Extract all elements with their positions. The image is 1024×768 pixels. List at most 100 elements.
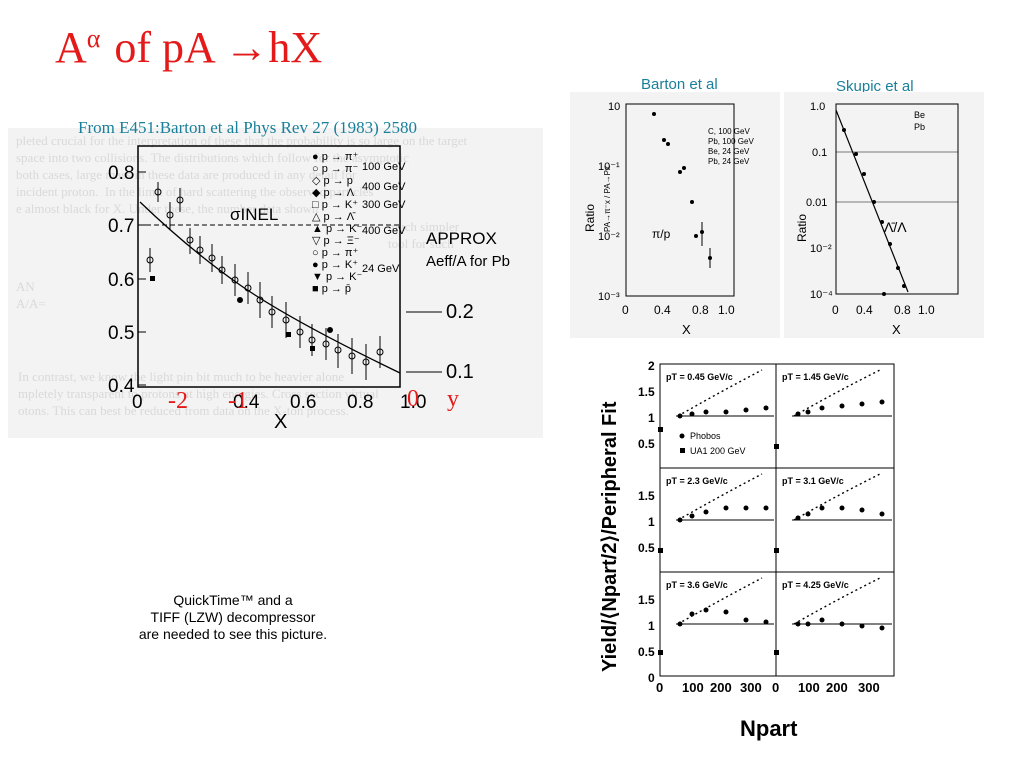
alpha-legend: ● p → π⁺ ○ p → π⁻ ◇ p → p ◆ p → Λ □ p → … <box>312 151 406 295</box>
svg-text:300: 300 <box>858 680 880 695</box>
right-mark-0: 0.2 <box>446 301 474 323</box>
svg-text:pT = 4.25 GeV/c: pT = 4.25 GeV/c <box>782 580 849 590</box>
svg-text:△ p → Λ̄: △ p → Λ̄ <box>312 211 356 223</box>
svg-text:100: 100 <box>798 680 820 695</box>
aeff-label: Aeff/A for Pb <box>426 253 510 270</box>
skupic-ytick-0: 1.0 <box>810 101 825 113</box>
svg-text:▼ p → K⁻: ▼ p → K⁻ <box>312 271 363 283</box>
right-mark-1: 0.1 <box>446 361 474 383</box>
svg-text:0.5: 0.5 <box>638 437 655 451</box>
svg-text:Be: Be <box>914 110 925 120</box>
alpha-xtick-3: 0.6 <box>290 392 316 413</box>
legend-energy-4: 24 GeV <box>362 263 400 275</box>
barton-xlabel: X <box>682 322 691 337</box>
barton-ytick-4: 10⁻³ <box>598 291 620 303</box>
svg-text:○ p → π⁻: ○ p → π⁻ <box>312 163 359 175</box>
alpha-vs-x-chart: 0.8 0.7 0.6 0.5 0.4 0 0.4 0.6 0.8 1.0 X … <box>108 145 510 430</box>
barton-xtick-0: 0 <box>622 303 629 317</box>
alpha-ytick-0: 0.8 <box>108 163 134 184</box>
skupic-xtick-2: 0.8 <box>894 303 911 317</box>
phobos-legend: Phobos UA1 200 GeV <box>679 431 746 456</box>
svg-text:Pb, 100 GeV: Pb, 100 GeV <box>708 137 754 146</box>
svg-text:pT = 1.45 GeV/c: pT = 1.45 GeV/c <box>782 372 849 382</box>
svg-text:pT = 2.3 GeV/c: pT = 2.3 GeV/c <box>666 476 728 486</box>
skupic-legend: Be Pb <box>914 110 925 132</box>
alpha-ytick-3: 0.5 <box>108 323 134 344</box>
svg-text:Pb, 24 GeV: Pb, 24 GeV <box>708 157 750 166</box>
barton-xtick-2: 0.8 <box>692 303 709 317</box>
skupic-points <box>842 128 906 296</box>
svg-text:0.5: 0.5 <box>638 645 655 659</box>
svg-text:1.5: 1.5 <box>638 385 655 399</box>
svg-text:1.5: 1.5 <box>638 593 655 607</box>
svg-text:■ p → p̄: ■ p → p̄ <box>312 283 351 295</box>
legend-energy-3: 400 GeV <box>362 225 406 237</box>
svg-text:◆ p → Λ: ◆ p → Λ <box>312 187 355 199</box>
quicktime-line-1: QuickTime™ and a <box>173 592 293 608</box>
phobos-ua1-points <box>658 427 779 655</box>
approx-label: APPROX <box>426 229 497 248</box>
svg-text:1: 1 <box>648 619 655 633</box>
barton-annotation: π/p <box>652 227 671 241</box>
svg-text:○ p → π⁺: ○ p → π⁺ <box>312 247 359 259</box>
skupic-annotation: Λ̄/Λ <box>884 219 907 235</box>
alpha-xtick-0: 0 <box>132 392 143 413</box>
slide-title: Aα of pA →hX <box>55 22 322 73</box>
quicktime-line-2: TIFF (LZW) decompressor <box>150 609 316 625</box>
legend-energy-0: 100 GeV <box>362 161 406 173</box>
barton-ylabel2: PA→π⁻x / PA→Px <box>603 166 612 232</box>
barton-ytick-2: 10⁻¹ <box>598 161 620 173</box>
sigma-inel-label: σINEL <box>230 205 278 224</box>
phobos-x-ticks: 0 100 200 300 0 100 200 300 <box>656 680 880 695</box>
source-caption: From E451:Barton et al Phys Rev 27 (1983… <box>78 118 418 137</box>
alpha-ytick-2: 0.6 <box>108 270 134 291</box>
phobos-data-points <box>677 399 885 631</box>
svg-text:◇ p → p: ◇ p → p <box>312 175 353 187</box>
title-base: A <box>55 23 87 72</box>
barton-ytick-0: 10 <box>608 101 620 113</box>
svg-text:▽ p → Ξ⁻: ▽ p → Ξ⁻ <box>312 235 360 247</box>
aeff-curve <box>139 201 401 374</box>
svg-text:100: 100 <box>682 680 704 695</box>
phobos-panel-labels: pT = 0.45 GeV/c pT = 1.45 GeV/c pT = 2.3… <box>666 372 849 590</box>
svg-text:0.5: 0.5 <box>638 541 655 555</box>
barton-legend: C, 100 GeV Pb, 100 GeV Be, 24 GeV Pb, 24… <box>708 127 754 166</box>
skupic-xlabel: X <box>892 322 901 337</box>
skupic-xtick-0: 0 <box>832 303 839 317</box>
skupic-caption: Skupic et al <box>836 78 914 95</box>
svg-text:0: 0 <box>772 680 779 695</box>
alpha-ytick-4: 0.4 <box>108 376 135 397</box>
svg-text:Be, 24 GeV: Be, 24 GeV <box>708 147 750 156</box>
svg-text:pT = 3.6 GeV/c: pT = 3.6 GeV/c <box>666 580 728 590</box>
phobos-ylabel: Yield/⟨Npart/2⟩/Peripheral Fit <box>599 401 621 672</box>
skupic-ratio-chart: 1.0 0.1 0.01 10⁻² 10⁻⁴ 0 0.4 0.8 1.0 X R… <box>795 101 959 337</box>
barton-xtick-1: 0.4 <box>654 303 671 317</box>
phobos-dotted-curves <box>677 369 881 625</box>
barton-scan-background <box>570 92 780 338</box>
legend-energy-2: 300 GeV <box>362 199 406 211</box>
alpha-filled-points <box>150 276 333 351</box>
barton-ytick-3: 10⁻² <box>598 231 620 243</box>
phobos-xlabel: Npart <box>740 716 798 741</box>
title-rest: of pA →hX <box>114 23 323 72</box>
barton-points <box>652 112 712 268</box>
svg-text:1: 1 <box>648 515 655 529</box>
svg-text:0: 0 <box>648 671 655 685</box>
alpha-ytick-1: 0.7 <box>108 216 134 237</box>
svg-text:300: 300 <box>740 680 762 695</box>
quicktime-notice: QuickTime™ and a TIFF (LZW) decompressor… <box>118 592 348 643</box>
skupic-fit-line <box>835 109 909 293</box>
overlay-zero: 0 <box>407 386 419 412</box>
skupic-ytick-2: 0.01 <box>806 197 827 209</box>
alpha-xtick-4: 0.8 <box>347 392 373 413</box>
skupic-ytick-4: 10⁻⁴ <box>810 289 833 301</box>
quicktime-line-3: are needed to see this picture. <box>138 626 328 642</box>
title-sup: α <box>86 24 101 53</box>
svg-text:200: 200 <box>826 680 848 695</box>
barton-ratio-chart: 10 10⁻¹ 10⁻² 10⁻³ 0 0.4 0.8 1.0 X Ratio … <box>583 101 754 337</box>
svg-text:Pb: Pb <box>914 122 925 132</box>
skupic-ylabel: Ratio <box>795 214 809 242</box>
svg-text:0: 0 <box>656 680 663 695</box>
overlay-minus-2: -2 <box>168 388 188 414</box>
